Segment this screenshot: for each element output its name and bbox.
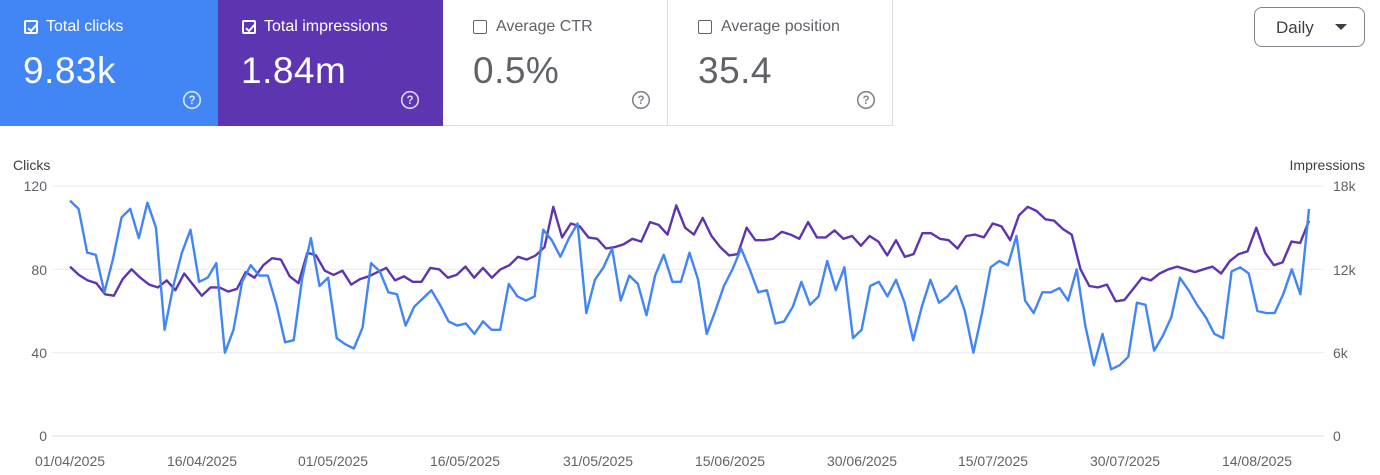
help-icon[interactable]: ? [631, 90, 651, 110]
svg-text:?: ? [406, 95, 413, 107]
period-select-label: Daily [1276, 18, 1314, 37]
metric-value: 9.83k [23, 50, 117, 91]
metric-label: Total impressions [264, 18, 388, 35]
x-tick-label: 31/05/2025 [562, 453, 634, 469]
checkbox-checked-icon[interactable] [24, 20, 38, 34]
metric-value: 0.5% [473, 50, 560, 91]
metric-card-total-impressions[interactable]: Total impressions 1.84m ? [218, 0, 443, 126]
x-tick-label: 16/05/2025 [429, 453, 501, 469]
svg-text:?: ? [862, 95, 869, 107]
metric-value: 1.84m [241, 50, 347, 91]
metric-card-total-clicks[interactable]: Total clicks 9.83k ? [0, 0, 218, 126]
x-tick-label: 01/05/2025 [297, 453, 369, 469]
left-tick-label: 80 [31, 262, 47, 278]
x-tick-label: 30/07/2025 [1089, 453, 1161, 469]
x-tick-label: 01/04/2025 [34, 453, 106, 469]
metric-card-average-position[interactable]: Average position 35.4 ? [668, 0, 893, 126]
help-icon[interactable]: ? [856, 90, 876, 110]
svg-text:?: ? [637, 95, 644, 107]
right-tick-label: 12k [1333, 262, 1356, 278]
left-tick-label: 40 [31, 345, 47, 361]
clicks-series-line [69, 199, 1311, 371]
period-select[interactable]: Daily [1254, 7, 1365, 47]
x-tick-label: 15/06/2025 [694, 453, 766, 469]
metric-card-average-ctr[interactable]: Average CTR 0.5% ? [443, 0, 668, 126]
left-tick-label: 0 [39, 428, 47, 444]
right-tick-label: 18k [1333, 178, 1356, 194]
metric-label: Average CTR [496, 18, 593, 35]
help-icon[interactable]: ? [400, 90, 420, 110]
checkbox-checked-icon[interactable] [242, 20, 256, 34]
checkbox-unchecked-icon[interactable] [698, 20, 712, 34]
right-tick-label: 0 [1333, 428, 1341, 444]
metric-label: Total clicks [46, 18, 124, 35]
metric-label: Average position [721, 18, 840, 35]
left-axis-title: Clicks [13, 157, 51, 173]
impressions-series-line [69, 204, 1311, 303]
x-tick-label: 14/08/2025 [1221, 453, 1293, 469]
right-tick-label: 6k [1333, 345, 1348, 361]
checkbox-unchecked-icon[interactable] [473, 20, 487, 34]
x-tick-label: 15/07/2025 [957, 453, 1029, 469]
left-tick-label: 120 [23, 178, 47, 194]
x-tick-label: 16/04/2025 [166, 453, 238, 469]
svg-text:?: ? [188, 95, 195, 107]
x-tick-label: 30/06/2025 [826, 453, 898, 469]
metric-value: 35.4 [698, 50, 773, 91]
right-axis-title: Impressions [1289, 157, 1365, 173]
help-icon[interactable]: ? [182, 90, 202, 110]
caret-down-icon [1335, 24, 1347, 30]
